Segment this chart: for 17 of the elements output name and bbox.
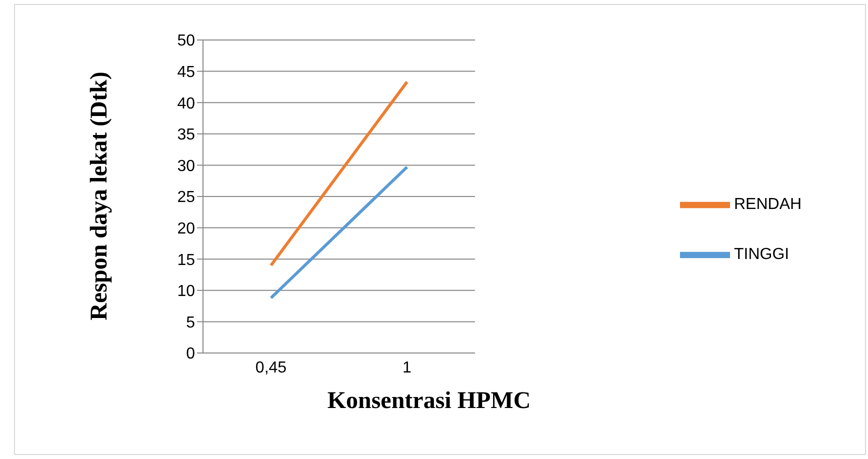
- x-axis-title: Konsentrasi HPMC: [326, 388, 532, 415]
- legend-label: TINGGI: [734, 246, 790, 263]
- y-tick-label: 5: [186, 314, 196, 332]
- y-tick-label: 0: [186, 346, 196, 363]
- y-tick-label: 30: [177, 158, 196, 175]
- y-tick-label: 50: [177, 32, 196, 50]
- x-tick-label: 1: [402, 359, 412, 376]
- y-tick-label: 20: [177, 220, 196, 238]
- y-tick-label: 25: [177, 189, 196, 206]
- y-tick-label: 40: [177, 95, 196, 112]
- y-tick-label: 45: [177, 64, 196, 81]
- y-axis-title: Respon daya lekat (Dtk): [86, 72, 114, 320]
- y-tick-label: 15: [177, 252, 196, 269]
- x-tick-label: 0,45: [255, 359, 287, 376]
- y-tick-label: 35: [177, 126, 196, 144]
- legend-label: RENDAH: [734, 196, 802, 213]
- y-tick-label: 10: [177, 283, 196, 300]
